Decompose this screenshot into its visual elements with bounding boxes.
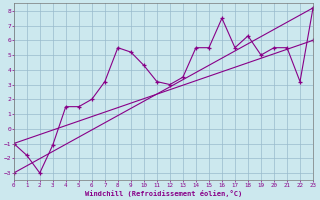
X-axis label: Windchill (Refroidissement éolien,°C): Windchill (Refroidissement éolien,°C) xyxy=(85,190,242,197)
